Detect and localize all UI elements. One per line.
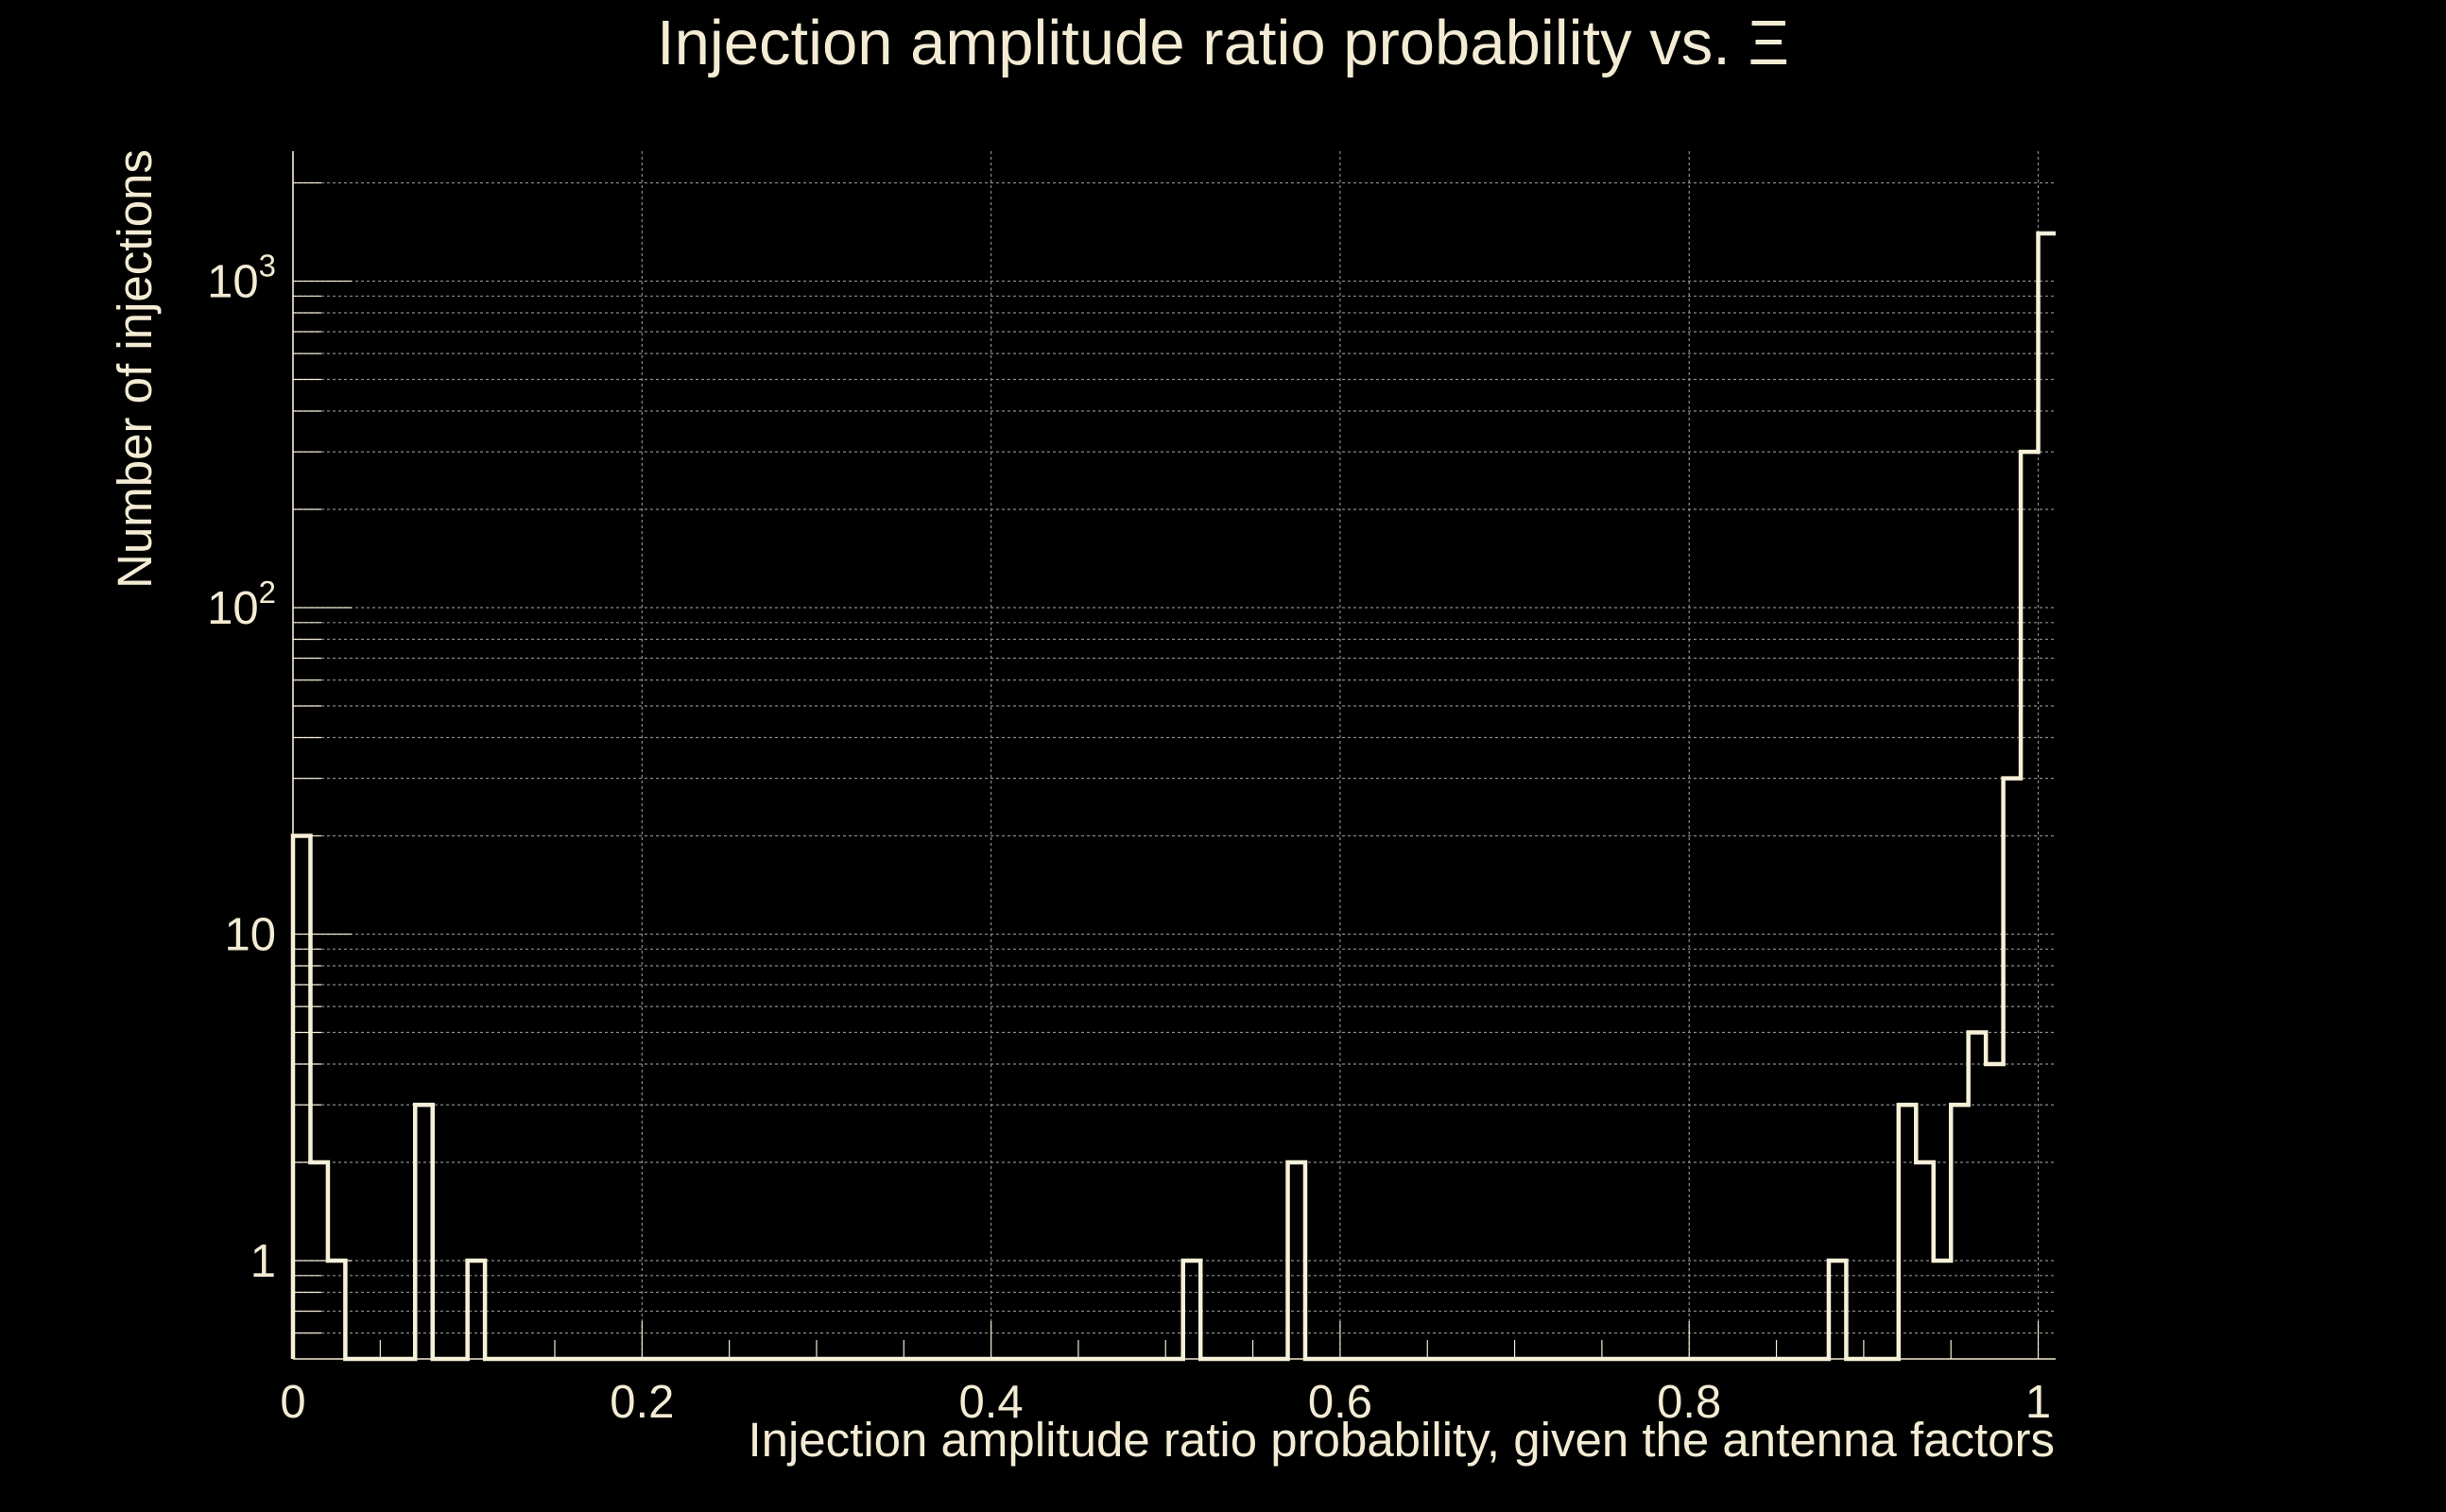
histogram-bin: [1916, 1162, 1933, 1359]
tick-labels: 0 0.2 0.4 0.6 0.8 1 1 10 102 103: [207, 248, 2051, 1428]
x-tick-label: 1: [2025, 1377, 2051, 1428]
histogram-bin: [1829, 1261, 1846, 1359]
histogram-bin: [2004, 779, 2021, 1359]
chart-title: Injection amplitude ratio probability vs…: [657, 8, 1789, 78]
x-tick-label: 0.2: [610, 1377, 674, 1428]
x-tick-label: 0.6: [1308, 1377, 1372, 1428]
x-axis-label: Injection amplitude ratio probability, g…: [748, 1413, 2055, 1467]
grid-lines: [293, 151, 2056, 1359]
y-tick-label: 1: [250, 1236, 276, 1287]
x-tick-label: 0.4: [959, 1377, 1024, 1428]
histogram-bin: [1986, 1064, 2003, 1359]
x-tick-label: 0.8: [1657, 1377, 1721, 1428]
x-tick-label: 0: [280, 1377, 305, 1428]
histogram-bin: [1934, 1261, 1951, 1359]
histogram-bin: [1951, 1105, 1968, 1359]
histogram-bin: [415, 1105, 432, 1359]
histogram-bin: [468, 1261, 485, 1359]
axis-ticks: [292, 181, 2040, 1359]
histogram-bin: [2021, 452, 2038, 1359]
histogram-bin: [2039, 233, 2056, 1359]
histogram-bin: [310, 1162, 327, 1359]
y-axis-label: Number of injections: [108, 149, 162, 589]
histogram-bin: [293, 835, 310, 1359]
histogram-bin: [328, 1261, 345, 1359]
y-tick-label: 103: [207, 248, 276, 307]
histogram-bin: [1899, 1105, 1916, 1359]
axes: [292, 151, 2056, 1360]
histogram-step-line: [290, 231, 2056, 1362]
histogram-bin: [1969, 1032, 1986, 1359]
histogram-series: [290, 231, 2056, 1362]
y-tick-label: 10: [224, 909, 276, 960]
y-tick-label: 102: [207, 575, 276, 634]
histogram-bin: [1183, 1261, 1200, 1359]
histogram-bin: [1288, 1162, 1305, 1359]
